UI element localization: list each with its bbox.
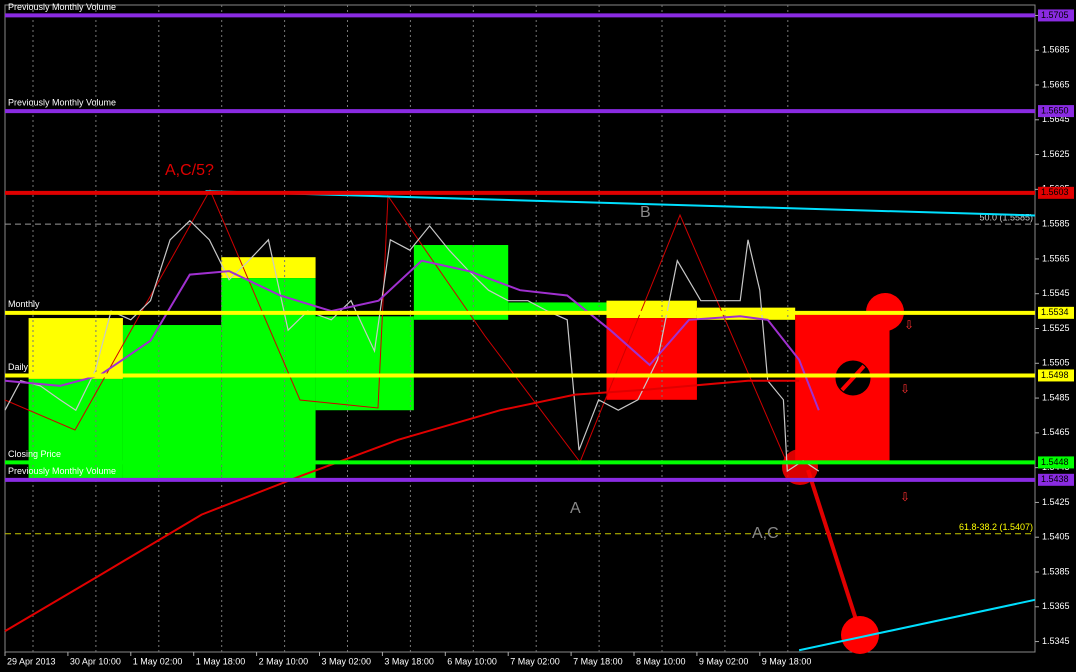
level-label: 1.5650 <box>1041 105 1069 115</box>
fib-label: 61.8-38.2 (1.5407) <box>959 522 1033 532</box>
trendline <box>205 190 1036 217</box>
annotation: A <box>570 500 581 517</box>
x-tick-label: 1 May 02:00 <box>133 656 183 666</box>
level-label: 1.5448 <box>1041 457 1069 467</box>
target-slash <box>840 364 866 392</box>
level-caption: Previously Monthly Volume <box>8 2 116 12</box>
arrow-icon: ⇩ <box>900 490 910 504</box>
annotation: A,C/5? <box>165 162 214 179</box>
zone <box>606 318 697 400</box>
zone <box>508 302 607 312</box>
level-label-box <box>1038 186 1074 199</box>
y-tick-label: 1.5525 <box>1042 323 1070 333</box>
zone <box>221 278 316 480</box>
x-tick-label: 7 May 02:00 <box>510 656 560 666</box>
zone <box>315 316 414 411</box>
y-tick-label: 1.5665 <box>1042 79 1070 89</box>
x-tick-label: 29 Apr 2013 <box>7 656 56 666</box>
x-tick-label: 9 May 18:00 <box>762 656 812 666</box>
arrow-icon: ⇩ <box>900 382 910 396</box>
zone <box>122 325 222 480</box>
y-tick-label: 1.5385 <box>1042 566 1070 576</box>
zone <box>221 257 316 279</box>
y-tick-label: 1.5545 <box>1042 288 1070 298</box>
fib-label: 50.0 (1.5585) <box>979 213 1033 223</box>
x-tick-label: 7 May 18:00 <box>573 656 623 666</box>
level-label: 1.5603 <box>1041 187 1069 197</box>
y-tick-label: 1.5625 <box>1042 149 1070 159</box>
x-tick-label: 6 May 10:00 <box>447 656 497 666</box>
x-tick-label: 2 May 10:00 <box>259 656 309 666</box>
target-circle <box>782 449 818 485</box>
level-caption: Daily <box>8 362 29 372</box>
y-tick-label: 1.5645 <box>1042 114 1070 124</box>
level-label: 1.5534 <box>1041 307 1069 317</box>
level-caption: Previously Monthly Volume <box>8 97 116 107</box>
level-label: 1.5438 <box>1041 474 1069 484</box>
level-label-box <box>1038 473 1074 486</box>
x-tick-label: 3 May 02:00 <box>322 656 372 666</box>
level-label-box <box>1038 9 1074 22</box>
zone <box>606 300 697 319</box>
wave-zigzag <box>4 188 791 471</box>
y-tick-label: 1.5465 <box>1042 427 1070 437</box>
trendline <box>798 598 1036 652</box>
price-line <box>4 219 820 473</box>
level-label: 1.5705 <box>1041 10 1069 20</box>
level-caption: Closing Price <box>8 449 61 459</box>
y-tick-label: 1.5485 <box>1042 392 1070 402</box>
projection-line <box>806 469 862 633</box>
level-label-box <box>1038 306 1074 319</box>
level-caption: Monthly <box>8 299 40 309</box>
x-tick-label: 3 May 18:00 <box>384 656 434 666</box>
y-tick-label: 1.5585 <box>1042 219 1070 229</box>
y-tick-label: 1.5565 <box>1042 253 1070 263</box>
annotation: A,C <box>752 525 779 542</box>
level-caption: Previously Monthly Volume <box>8 466 116 476</box>
zone <box>28 318 123 379</box>
zone <box>413 245 509 320</box>
y-tick-label: 1.5345 <box>1042 636 1070 646</box>
y-tick-label: 1.5685 <box>1042 45 1070 55</box>
level-label-box <box>1038 105 1074 118</box>
x-tick-label: 8 May 10:00 <box>636 656 686 666</box>
y-tick-label: 1.5365 <box>1042 601 1070 611</box>
y-tick-label: 1.5405 <box>1042 532 1070 542</box>
level-label: 1.5498 <box>1041 370 1069 380</box>
x-tick-label: 9 May 02:00 <box>699 656 749 666</box>
y-tick-label: 1.5425 <box>1042 497 1070 507</box>
y-tick-label: 1.5505 <box>1042 358 1070 368</box>
level-label-box <box>1038 369 1074 382</box>
x-tick-label: 1 May 18:00 <box>196 656 246 666</box>
annotation: B <box>640 204 651 221</box>
target-circle <box>841 616 879 654</box>
x-tick-label: 30 Apr 10:00 <box>70 656 121 666</box>
price-line <box>4 259 820 411</box>
level-label-box <box>1038 456 1074 469</box>
arrow-icon: ⇩ <box>904 318 914 332</box>
price-line <box>4 379 800 632</box>
